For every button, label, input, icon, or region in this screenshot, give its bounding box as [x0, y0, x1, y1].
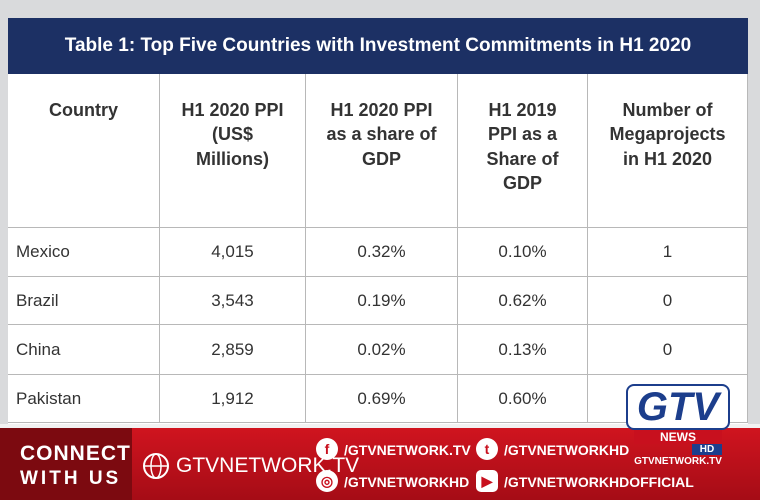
globe-icon [143, 453, 169, 479]
table-cell: 0.10% [458, 228, 588, 277]
table-cell: 0.19% [306, 277, 458, 325]
table-cell: 3,543 [160, 277, 306, 325]
banner: CONNECT WITH US GTVNETWORK.TV f /GTVNETW… [0, 424, 760, 500]
logo-name: GTV [626, 384, 730, 430]
table-cell: China [8, 325, 160, 375]
table-cell: 0.02% [306, 325, 458, 375]
table: Table 1: Top Five Countries with Investm… [8, 18, 748, 438]
logo-site: GTVNETWORK.TV [634, 456, 722, 467]
table-cell: 2,859 [160, 325, 306, 375]
table-title: Table 1: Top Five Countries with Investm… [8, 18, 748, 74]
table-cell: Pakistan [8, 375, 160, 423]
table-cell: 1 [588, 228, 748, 277]
table-cell: Mexico [8, 228, 160, 277]
logo: GTV NEWS HD GTVNETWORK.TV [626, 384, 730, 472]
instagram-handle: /GTVNETWORKHD [344, 474, 470, 490]
website: GTVNETWORK.TV [176, 454, 360, 477]
connect-box: CONNECT WITH US [0, 428, 132, 500]
twitter-handle: /GTVNETWORKHD [504, 442, 630, 458]
connect-text: CONNECT [20, 442, 131, 465]
table-cell: 0.69% [306, 375, 458, 423]
logo-news: NEWS [634, 430, 722, 444]
youtube-icon: ▶ [476, 470, 498, 492]
table-cell: 0.62% [458, 277, 588, 325]
instagram-icon: ◎ [316, 470, 338, 492]
table-cell: 1,912 [160, 375, 306, 423]
table-cell: 0.60% [458, 375, 588, 423]
youtube-handle: /GTVNETWORKHDOFFICIAL [504, 474, 694, 490]
facebook-handle: /GTVNETWORK.TV [344, 442, 471, 458]
logo-hd: HD [692, 444, 722, 455]
table-cell: 4,015 [160, 228, 306, 277]
column-header: H1 2020 PPI (US$ Millions) [160, 74, 306, 228]
column-header: Number of Megaprojects in H1 2020 [588, 74, 748, 228]
column-header: H1 2019 PPI as a Share of GDP [458, 74, 588, 228]
facebook-icon: f [316, 438, 338, 460]
table-cell: 0 [588, 325, 748, 375]
table-cell: 0 [588, 277, 748, 325]
table-cell: 0.13% [458, 325, 588, 375]
column-header: H1 2020 PPI as a share of GDP [306, 74, 458, 228]
twitter-icon: t [476, 438, 498, 460]
table-cell: 0.32% [306, 228, 458, 277]
with-us-text: WITH US [20, 468, 122, 489]
table-cell: Brazil [8, 277, 160, 325]
column-header: Country [8, 74, 160, 228]
